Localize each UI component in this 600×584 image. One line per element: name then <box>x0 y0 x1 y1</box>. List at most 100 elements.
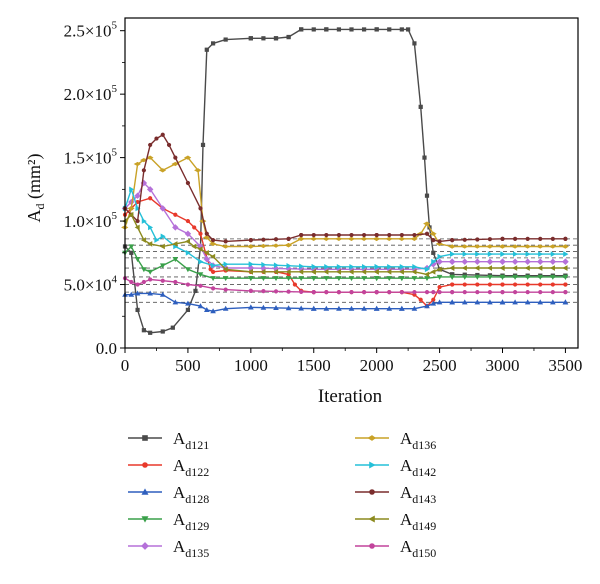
data-point-a-d142 <box>160 233 166 240</box>
data-point-a-d129 <box>537 274 544 280</box>
data-point-a-d129 <box>373 276 380 282</box>
data-point-a-d128 <box>222 305 229 311</box>
data-point-a-d142 <box>424 266 430 273</box>
y-tick-mantissa: 5.0×10 <box>64 276 112 295</box>
data-point-a-d129 <box>562 274 569 280</box>
data-point-a-d143 <box>525 236 530 241</box>
data-point-a-d136 <box>246 244 255 249</box>
data-point-a-d142 <box>223 261 229 268</box>
data-point-a-d150 <box>160 278 165 283</box>
legend-label-main: A <box>400 429 413 448</box>
data-point-a-d150 <box>261 289 266 294</box>
data-point-a-d149 <box>134 224 140 231</box>
data-point-a-d136 <box>183 155 192 160</box>
data-point-a-d149 <box>260 269 266 275</box>
legend-label-a-d121: Ad121 <box>173 429 209 452</box>
data-point-a-d128 <box>273 304 279 310</box>
data-point-a-d122 <box>450 282 455 287</box>
data-point-a-d142 <box>550 251 556 257</box>
data-point-a-d136 <box>429 231 437 236</box>
data-point-a-d149 <box>361 269 367 275</box>
data-point-a-d136 <box>460 244 469 249</box>
data-point-a-d135 <box>562 258 569 265</box>
data-point-a-d149 <box>348 269 354 275</box>
series-a-d142 <box>122 186 569 273</box>
data-point-a-d121 <box>200 142 206 148</box>
data-point-a-d150 <box>273 289 279 294</box>
data-point-a-d122 <box>418 297 423 302</box>
legend-item-a-d135: Ad135 <box>128 537 209 560</box>
data-point-a-d136 <box>347 236 355 241</box>
data-point-a-d149 <box>159 243 165 250</box>
data-point-a-d121 <box>424 193 430 198</box>
data-point-a-d150 <box>450 290 455 295</box>
legend-item-a-d142: Ad142 <box>355 456 436 479</box>
data-point-a-d150 <box>173 279 178 285</box>
data-point-a-d128 <box>524 299 531 305</box>
data-point-a-d150 <box>210 286 216 291</box>
data-point-a-d143 <box>361 232 367 238</box>
plot-frame <box>124 17 579 349</box>
data-point-a-d121 <box>210 41 216 46</box>
data-point-a-d122 <box>292 282 297 287</box>
data-point-a-d143 <box>166 142 172 148</box>
data-point-a-d128 <box>361 305 367 311</box>
data-point-a-d121 <box>406 27 411 32</box>
data-point-a-d121 <box>193 288 198 293</box>
data-point-a-d149 <box>323 269 329 275</box>
data-point-a-d136 <box>221 244 230 249</box>
data-point-a-d128 <box>248 304 254 310</box>
data-point-a-d129 <box>386 276 393 282</box>
series-line-a-d128 <box>125 292 566 312</box>
data-point-a-d142 <box>525 251 531 257</box>
data-point-a-d150 <box>248 288 253 293</box>
data-point-a-d136 <box>297 236 305 241</box>
data-point-a-d129 <box>248 276 254 282</box>
data-point-a-d122 <box>198 231 203 236</box>
data-point-a-d143 <box>141 168 146 173</box>
data-point-a-d150 <box>135 282 140 287</box>
y-tick-mantissa: 2.0×10 <box>64 85 112 104</box>
legend-label-a-d122: Ad122 <box>173 456 209 479</box>
data-point-a-d121 <box>129 250 134 255</box>
data-point-a-d128 <box>373 305 380 311</box>
data-point-a-d135 <box>537 258 544 265</box>
data-point-a-d142 <box>299 263 305 270</box>
legend-label-main: A <box>173 510 186 529</box>
legend-label-sub: d128 <box>185 492 209 506</box>
data-point-a-d150 <box>129 279 134 285</box>
legend-marker-a-d136 <box>367 435 377 441</box>
data-point-a-d142 <box>462 251 468 257</box>
data-point-a-d150 <box>424 290 430 295</box>
data-point-a-d142 <box>273 262 279 269</box>
data-point-a-d136 <box>385 236 393 241</box>
data-point-a-d128 <box>430 300 437 306</box>
data-point-a-d150 <box>500 290 505 295</box>
data-point-a-d128 <box>128 291 135 297</box>
data-point-a-d149 <box>128 211 134 218</box>
data-point-a-d143 <box>185 180 191 186</box>
legend-label-a-d143: Ad143 <box>400 483 436 506</box>
data-point-a-d128 <box>336 305 342 311</box>
y-tick-label-0: 0.0 <box>96 339 117 358</box>
data-point-a-d129 <box>285 276 292 282</box>
data-point-a-d121 <box>170 325 175 330</box>
y-tick-label-2: 1.0×105 <box>64 210 118 231</box>
y-axis-label: Ad (mm²) <box>24 154 47 223</box>
data-point-a-d128 <box>285 305 292 311</box>
data-point-a-d121 <box>160 329 165 334</box>
data-point-a-d136 <box>272 243 280 248</box>
data-point-a-d142 <box>431 258 437 265</box>
data-point-a-d143 <box>198 206 203 211</box>
data-point-a-d129 <box>310 276 317 282</box>
data-point-a-d143 <box>387 232 392 238</box>
x-tick-label-7: 3500 <box>548 356 582 375</box>
data-point-a-d150 <box>487 290 493 295</box>
data-point-a-d149 <box>298 269 304 275</box>
y-tick-exponent: 5 <box>112 83 118 95</box>
data-point-a-d143 <box>500 236 505 241</box>
data-point-a-d128 <box>323 305 330 311</box>
data-point-a-d150 <box>412 290 417 295</box>
data-point-a-d136 <box>146 155 154 160</box>
data-point-a-d135 <box>203 255 211 263</box>
